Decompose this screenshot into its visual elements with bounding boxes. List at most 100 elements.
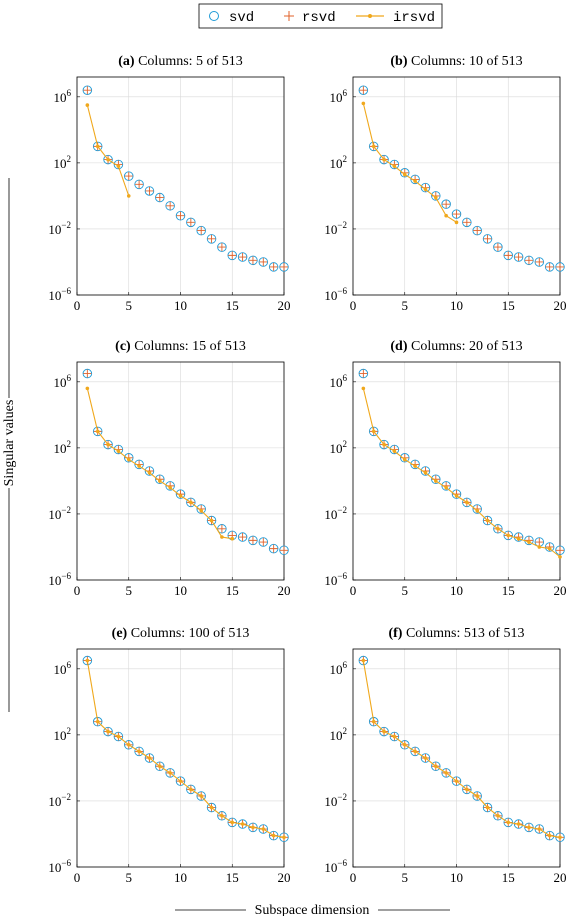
svd-point: [103, 726, 113, 737]
x-tick-label: 10: [174, 870, 187, 885]
svd-point: [503, 530, 514, 541]
x-tick-label: 20: [554, 870, 567, 885]
panel-title: (e) Columns: 100 of 513: [112, 626, 250, 641]
y-tick-label: 106: [330, 660, 348, 677]
svd-point: [279, 545, 289, 556]
svd-point: [206, 802, 217, 813]
rsvd-point: [238, 533, 247, 542]
irsvd-point: [137, 749, 141, 754]
irsvd-point: [475, 508, 480, 513]
svd-point: [144, 466, 155, 476]
rsvd-point: [166, 201, 175, 210]
svd-point: [123, 171, 134, 181]
panel-b: 0 5 10 15 20 106 102 10−2 10−6 (b) Columns: 10 of…: [324, 54, 566, 313]
svd-point: [379, 439, 389, 450]
irsvd-point: [527, 540, 531, 544]
irsvd-point: [444, 213, 448, 218]
legend-svd-label: svd: [229, 10, 254, 26]
y-tick-label: 10−2: [324, 505, 347, 522]
panels: 0 5 10 15 20 106 102 10−2 10−6 (a) Columns: 5 of …: [48, 54, 566, 885]
svd-point: [155, 761, 165, 772]
svd-point: [186, 217, 196, 228]
legend-rsvd-marker: [284, 11, 294, 21]
irsvd-point: [371, 719, 376, 724]
irsvd-point: [106, 442, 110, 447]
svd-point: [544, 542, 555, 552]
svd-point: [389, 444, 400, 455]
svd-point: [534, 257, 545, 267]
irsvd-point: [527, 825, 531, 830]
rsvd-point: [556, 546, 564, 555]
x-tick-label: 15: [226, 298, 239, 313]
irsvd-point: [434, 195, 438, 200]
y-tick-label: 10−6: [324, 286, 347, 303]
x-tick-label: 5: [126, 298, 133, 313]
x-tick-label: 0: [74, 298, 81, 313]
irsvd-point: [558, 835, 562, 840]
svd-point: [410, 459, 420, 470]
svd-point: [175, 776, 186, 786]
svd-point: [379, 726, 389, 737]
rsvd-point: [452, 210, 461, 219]
y-tick-label: 10−6: [48, 571, 71, 588]
irsvd-point: [413, 749, 417, 754]
x-tick-label: 15: [502, 583, 515, 598]
irsvd-point: [444, 485, 448, 490]
panel-e: 0 5 10 15 20 106 102 10−2 10−6 (e) Columns: 100 o…: [48, 626, 290, 885]
svd-point: [186, 784, 196, 795]
svd-point: [186, 497, 196, 508]
svd-point: [123, 453, 134, 463]
panel-title: (c) Columns: 15 of 513: [115, 339, 246, 354]
panel-c: 0 5 10 15 20 106 102 10−2 10−6 (c) Columns: 15 of…: [48, 339, 290, 598]
rsvd-point: [462, 218, 471, 227]
svd-point: [134, 179, 144, 190]
irsvd-point: [371, 144, 376, 149]
svd-point: [431, 761, 441, 772]
y-tick-label: 10−2: [324, 220, 347, 237]
irsvd-point: [168, 485, 172, 490]
x-tick-label: 5: [402, 583, 409, 598]
x-tick-label: 20: [554, 298, 567, 313]
x-tick-label: 0: [350, 298, 357, 313]
y-tick-label: 102: [330, 726, 348, 743]
svd-point: [472, 225, 482, 236]
irsvd-point: [116, 164, 121, 168]
svd-point: [462, 784, 472, 795]
svd-point: [248, 255, 258, 266]
x-tick-label: 10: [174, 583, 187, 598]
svd-point: [92, 716, 103, 727]
irsvd-point: [361, 658, 366, 663]
y-tick-label: 10−2: [324, 792, 347, 809]
rsvd-point: [83, 369, 92, 378]
svd-point: [420, 753, 431, 763]
svd-point: [92, 141, 103, 152]
svd-point: [196, 225, 206, 236]
rsvd-point: [248, 536, 257, 545]
irsvd-point: [402, 742, 407, 747]
irsvd-point: [158, 479, 162, 483]
svd-point: [472, 504, 482, 514]
x-tick-label: 10: [450, 298, 463, 313]
rsvd-point: [514, 253, 523, 262]
svd-point: [389, 731, 400, 742]
svd-point: [513, 252, 524, 262]
irsvd-point: [392, 734, 397, 739]
irsvd-point: [189, 787, 193, 792]
irsvd-line: [362, 388, 561, 558]
svd-point: [268, 262, 279, 272]
legend-rsvd-label: rsvd: [302, 10, 336, 26]
irsvd-point: [361, 101, 366, 106]
y-tick-label: 10−6: [324, 571, 347, 588]
svd-point: [555, 832, 565, 843]
rsvd-point: [186, 218, 195, 227]
svd-point: [544, 262, 555, 272]
rsvd-point: [359, 369, 368, 378]
svd-point: [268, 830, 279, 841]
irsvd-point: [158, 764, 162, 769]
irsvd-point: [516, 536, 521, 541]
svd-point: [441, 768, 451, 778]
irsvd-point: [126, 457, 131, 462]
svd-point: [268, 543, 279, 554]
rsvd-point: [535, 257, 544, 266]
irsvd-line: [362, 660, 561, 838]
